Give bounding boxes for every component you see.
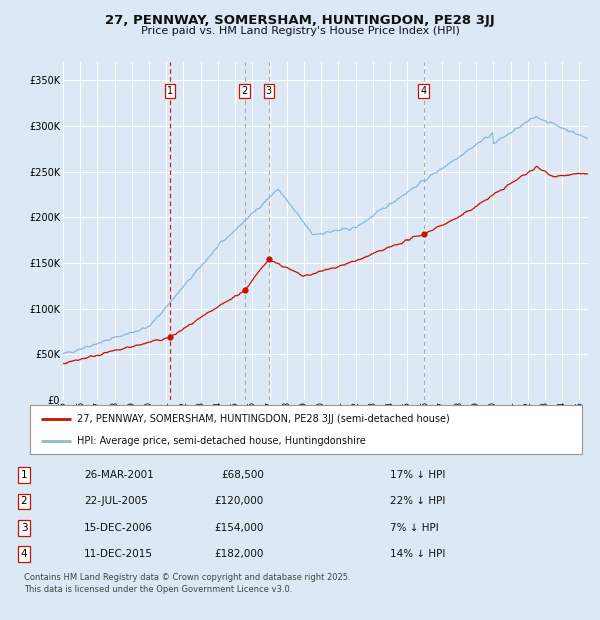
Text: 4: 4: [20, 549, 28, 559]
Text: 2: 2: [241, 86, 248, 95]
Text: Contains HM Land Registry data © Crown copyright and database right 2025.
This d: Contains HM Land Registry data © Crown c…: [24, 574, 350, 595]
Text: 27, PENNWAY, SOMERSHAM, HUNTINGDON, PE28 3JJ (semi-detached house): 27, PENNWAY, SOMERSHAM, HUNTINGDON, PE28…: [77, 414, 449, 423]
Text: 17% ↓ HPI: 17% ↓ HPI: [390, 470, 445, 480]
Text: 2: 2: [20, 497, 28, 507]
Text: 1: 1: [167, 86, 173, 95]
Text: £120,000: £120,000: [215, 497, 264, 507]
Text: 1: 1: [20, 470, 28, 480]
Text: 4: 4: [421, 86, 427, 95]
Text: 22-JUL-2005: 22-JUL-2005: [84, 497, 148, 507]
Text: 15-DEC-2006: 15-DEC-2006: [84, 523, 153, 533]
Text: £182,000: £182,000: [215, 549, 264, 559]
Text: Price paid vs. HM Land Registry's House Price Index (HPI): Price paid vs. HM Land Registry's House …: [140, 26, 460, 36]
Text: 11-DEC-2015: 11-DEC-2015: [84, 549, 153, 559]
Text: 14% ↓ HPI: 14% ↓ HPI: [390, 549, 445, 559]
Text: 7% ↓ HPI: 7% ↓ HPI: [390, 523, 439, 533]
Text: 22% ↓ HPI: 22% ↓ HPI: [390, 497, 445, 507]
Text: £154,000: £154,000: [215, 523, 264, 533]
Text: £68,500: £68,500: [221, 470, 264, 480]
Text: 3: 3: [20, 523, 28, 533]
Text: 26-MAR-2001: 26-MAR-2001: [84, 470, 154, 480]
Text: 27, PENNWAY, SOMERSHAM, HUNTINGDON, PE28 3JJ: 27, PENNWAY, SOMERSHAM, HUNTINGDON, PE28…: [105, 14, 495, 27]
Text: HPI: Average price, semi-detached house, Huntingdonshire: HPI: Average price, semi-detached house,…: [77, 436, 365, 446]
Text: 3: 3: [266, 86, 272, 95]
